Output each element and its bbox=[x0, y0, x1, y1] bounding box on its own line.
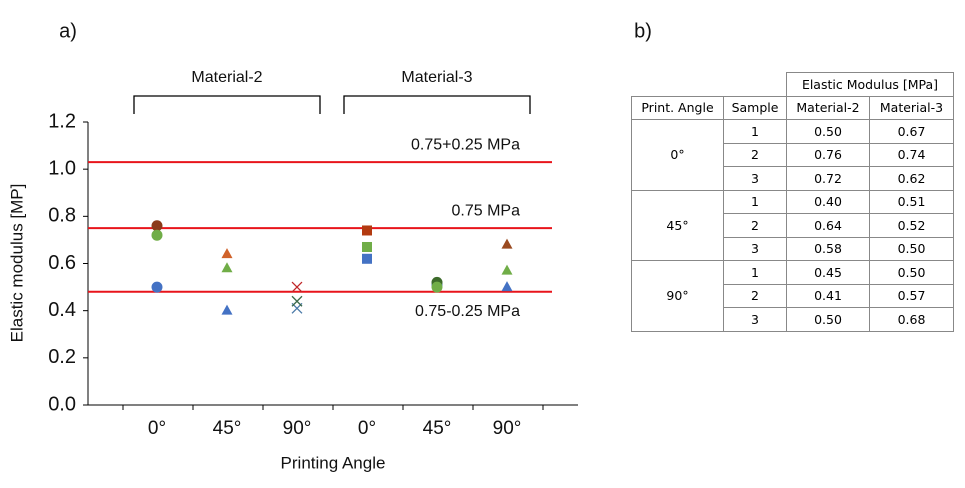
point bbox=[221, 262, 233, 273]
point bbox=[151, 229, 163, 241]
table-cell: Material-2 bbox=[786, 95, 870, 120]
x-axis-label: Printing Angle bbox=[281, 453, 386, 472]
table-row: 3 0.58 0.50 bbox=[632, 236, 954, 261]
table-cell: 0.57 bbox=[869, 283, 954, 308]
table-cell: Material-3 bbox=[869, 95, 954, 120]
table-cell: 0° bbox=[631, 119, 724, 191]
x-tick-label: 90° bbox=[283, 418, 312, 439]
group-bracket bbox=[133, 95, 321, 114]
table-row: 3 0.50 0.68 bbox=[632, 307, 954, 332]
table-cell: 0.41 bbox=[786, 283, 870, 308]
table-cell: 0.40 bbox=[786, 189, 870, 214]
point bbox=[151, 281, 163, 293]
y-tick-label: 1.2 bbox=[48, 110, 76, 132]
x-tick-label: 0° bbox=[358, 418, 376, 439]
table-cell: 0.62 bbox=[869, 166, 954, 191]
table-cell bbox=[632, 73, 787, 97]
table-cell: 0.52 bbox=[869, 213, 954, 238]
point bbox=[501, 281, 513, 292]
table-cell: 2 bbox=[723, 283, 787, 308]
y-tick-label: 0.8 bbox=[48, 205, 76, 227]
point bbox=[362, 225, 372, 236]
table-cell: 0.50 bbox=[786, 119, 870, 144]
table-cell: Sample bbox=[723, 95, 787, 120]
table-cell: 0.51 bbox=[869, 189, 954, 214]
table-row: 0° 1 0.50 0.67 bbox=[631, 119, 954, 191]
panel-label: b) bbox=[634, 20, 652, 42]
table-cell: 0.50 bbox=[786, 307, 870, 332]
reference-label: 0.75 MPa bbox=[452, 202, 521, 219]
point bbox=[501, 264, 513, 275]
table-cell: 0.67 bbox=[869, 119, 954, 144]
table-cell: Print. Angle bbox=[631, 95, 724, 120]
table-cell: 0.50 bbox=[869, 236, 954, 261]
y-tick-label: 1.0 bbox=[48, 157, 76, 179]
reference-label: 0.75+0.25 MPa bbox=[411, 136, 520, 153]
table-cell: 0.76 bbox=[786, 142, 870, 167]
group-bracket bbox=[343, 95, 531, 114]
x-tick-label: 45° bbox=[423, 418, 452, 439]
point bbox=[221, 248, 233, 259]
group-label: Material-3 bbox=[401, 69, 472, 86]
point bbox=[362, 241, 372, 252]
point bbox=[362, 253, 372, 264]
x-tick-label: 90° bbox=[493, 418, 522, 439]
table-cell: 3 bbox=[723, 166, 787, 191]
point bbox=[291, 295, 303, 307]
table-cell: 90° bbox=[631, 260, 724, 332]
table-row: 3 0.72 0.62 bbox=[632, 166, 954, 191]
y-tick-label: 0.6 bbox=[48, 252, 76, 274]
table-row: 2 0.41 0.57 bbox=[632, 283, 954, 308]
table-row: 90° 1 0.45 0.50 bbox=[631, 260, 954, 332]
table-cell: 0.50 bbox=[869, 260, 954, 285]
table-cell: 1 bbox=[723, 260, 787, 285]
table-cell: 1 bbox=[723, 119, 787, 144]
table-cell: 0.45 bbox=[786, 260, 870, 285]
table-row: Elastic Modulus [MPa] bbox=[632, 72, 954, 97]
table-row: 45° 1 0.40 0.51 bbox=[631, 189, 954, 261]
point bbox=[501, 238, 513, 249]
point bbox=[151, 220, 163, 232]
y-tick-label: 0.0 bbox=[48, 393, 76, 415]
table-row: Print. Angle Sample Material-2 Material-3 bbox=[631, 95, 954, 120]
point bbox=[431, 281, 443, 293]
table-cell: 2 bbox=[723, 213, 787, 238]
y-tick-label: 0.2 bbox=[48, 346, 76, 368]
table-cell: 2 bbox=[723, 142, 787, 167]
y-tick-label: 0.4 bbox=[48, 299, 76, 321]
table-cell: 3 bbox=[723, 307, 787, 332]
table-row: 2 0.76 0.74 bbox=[632, 142, 954, 167]
table-cell: 1 bbox=[723, 189, 787, 214]
data-table: Elastic Modulus [MPa] Print. Angle Sample M… bbox=[631, 72, 954, 332]
table-cell: 0.58 bbox=[786, 236, 870, 261]
x-tick-label: 45° bbox=[213, 418, 242, 439]
panel-label: a) bbox=[59, 20, 77, 42]
x-tick-label: 0° bbox=[148, 418, 166, 439]
y-axis-label: Elastic modulus [MP] bbox=[7, 184, 26, 343]
table-cell: 0.68 bbox=[869, 307, 954, 332]
point bbox=[291, 281, 303, 293]
group-label: Material-2 bbox=[191, 69, 262, 86]
point bbox=[221, 304, 233, 315]
reference-label: 0.75-0.25 MPa bbox=[415, 303, 520, 320]
table-cell: Elastic Modulus [MPa] bbox=[786, 72, 954, 97]
table-cell: 0.64 bbox=[786, 213, 870, 238]
table-cell: 45° bbox=[631, 189, 724, 261]
table-cell: 3 bbox=[723, 236, 787, 261]
table-cell: 0.72 bbox=[786, 166, 870, 191]
table-cell: 0.74 bbox=[869, 142, 954, 167]
